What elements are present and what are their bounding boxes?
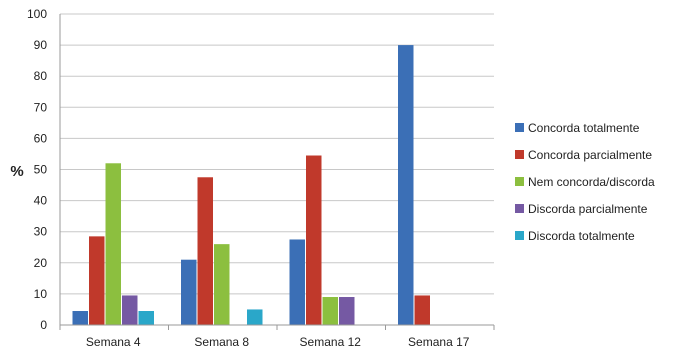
y-tick-label: 0 (40, 318, 47, 332)
y-axis-label: % (10, 163, 23, 180)
bar (414, 295, 430, 325)
bar (89, 236, 105, 325)
bar (322, 297, 338, 325)
bar (197, 177, 213, 325)
legend-label: Nem concorda/discorda (528, 175, 655, 189)
y-tick-label: 80 (34, 69, 48, 83)
legend-label: Concorda totalmente (528, 121, 640, 135)
y-tick-label: 60 (34, 131, 48, 145)
y-tick-label: 90 (34, 38, 48, 52)
y-tick-label: 10 (34, 287, 48, 301)
bar (289, 239, 305, 325)
legend-label: Discorda totalmente (528, 229, 635, 243)
legend-swatch (515, 177, 524, 186)
x-tick-label: Semana 17 (408, 335, 470, 349)
bar (339, 297, 355, 325)
legend: Concorda totalmente Concorda parcialmente… (515, 121, 655, 243)
bar (72, 311, 88, 325)
gridlines (60, 13, 494, 326)
y-tick-label: 100 (27, 7, 47, 21)
y-tick-label: 40 (34, 194, 48, 208)
legend-swatch (515, 123, 524, 132)
legend-swatch (515, 204, 524, 213)
bar (105, 163, 121, 325)
bar (398, 45, 414, 325)
bars (72, 45, 430, 325)
legend-swatch (515, 231, 524, 240)
y-tick-label: 30 (34, 225, 48, 239)
bar (214, 244, 230, 325)
y-tick-label: 50 (34, 163, 48, 177)
bar (122, 295, 138, 325)
bar (306, 155, 322, 325)
bar (247, 309, 263, 325)
y-tick-label: 70 (34, 100, 48, 114)
x-tick-label: Semana 8 (194, 335, 249, 349)
legend-label: Concorda parcialmente (528, 148, 652, 162)
x-tick-label: Semana 4 (86, 335, 141, 349)
legend-swatch (515, 150, 524, 159)
axes: 0 10 20 30 40 50 60 70 80 90 100 Semana 4 Semana 8 Se… (27, 7, 495, 349)
y-tick-label: 20 (34, 256, 48, 270)
legend-label: Discorda parcialmente (528, 202, 648, 216)
bar (138, 311, 154, 325)
x-tick-label: Semana 12 (300, 335, 362, 349)
bar (181, 259, 197, 325)
